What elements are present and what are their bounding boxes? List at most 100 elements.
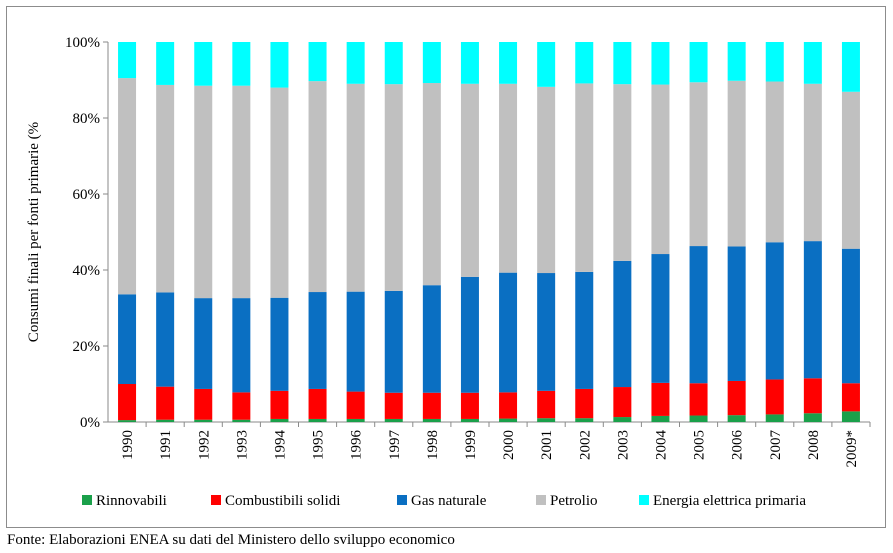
bar-segment [308,81,327,293]
bar-segment [384,42,403,85]
bar-segment [194,298,213,389]
y-tick-label: 80% [73,111,101,127]
x-tick-label: 1996 [349,430,365,461]
bar-segment [613,42,632,85]
bar-segment [613,260,632,388]
bar-segment [499,272,518,393]
bar-segment [537,418,556,422]
y-tick-label: 60% [73,187,101,203]
bar-segment [422,83,441,286]
legend-swatch [639,495,649,505]
x-tick-label: 2009* [844,430,860,468]
bar-segment [384,392,403,419]
bar-segment [727,246,746,381]
bar-segment [765,242,784,380]
bar-segment [460,276,479,393]
bar-segment [384,290,403,393]
bar-segment [308,292,327,389]
x-tick-label: 2003 [615,430,631,460]
bar-segment [194,85,213,299]
bar-segment [651,84,670,255]
bar-segment [613,417,632,422]
legend-swatch [536,495,546,505]
x-tick-label: 2007 [768,430,784,461]
x-tick-label: 2000 [501,430,517,460]
x-tick-label: 2006 [730,430,746,461]
bar-segment [803,241,822,379]
bar-segment [270,42,289,88]
bar-segment [194,419,213,422]
x-tick-label: 2001 [539,430,555,460]
bar-segment [803,83,822,242]
bar-segment [765,42,784,82]
bar-segment [727,380,746,416]
bar-segment [346,418,365,422]
bar-segment [841,91,860,249]
bar-segment [422,285,441,393]
bar-segment [841,248,860,384]
x-tick-label: 1995 [311,430,327,460]
bar-segment [499,83,518,273]
bar-segment [575,271,594,389]
bar-segment [156,42,175,85]
bar-segment [727,42,746,81]
bar-segment [232,392,251,420]
bar-segment [499,42,518,84]
legend-label: Petrolio [550,493,598,509]
bar-segment [118,294,137,384]
bar-segment [422,42,441,84]
bar-segment [613,387,632,418]
bar-segment [689,82,708,247]
bar-segment [575,42,594,84]
bar-segment [841,411,860,422]
bar-segment [270,390,289,419]
x-tick-label: 1999 [463,430,479,460]
legend-label: Rinnovabili [96,493,167,509]
legend-label: Gas naturale [411,493,487,509]
bar-segment [651,415,670,422]
bar-segment [537,273,556,391]
bar-segment [651,382,670,416]
bar-segment [384,418,403,422]
x-tick-label: 1994 [272,430,288,461]
bar-segment [803,378,822,414]
x-tick-label: 1991 [158,430,174,460]
bar-segment [346,83,365,292]
bar-segment [118,420,137,422]
bar-segment [118,42,137,79]
bar-segment [651,42,670,85]
y-tick-label: 20% [73,339,101,355]
bar-segment [270,87,289,298]
y-axis-title: Consumi finali per fonti primarie (% [26,122,42,342]
x-tick-label: 2002 [577,430,593,460]
bar-segment [156,419,175,422]
bar-segment [232,42,251,86]
x-tick-label: 2004 [653,430,669,461]
bar-segment [156,84,175,293]
bar-segment [384,84,403,291]
bar-segment [422,418,441,422]
bar-segment [537,42,556,87]
x-tick-label: 1997 [387,430,403,461]
bar-segment [118,78,137,295]
legend-swatch [211,495,221,505]
bar-segment [689,42,708,83]
legend-label: Combustibili solidi [225,493,340,509]
bar-segment [499,392,518,419]
bar-segment [118,384,137,421]
bar-segment [270,297,289,391]
legend-label: Energia elettrica primaria [653,493,806,509]
x-tick-label: 2005 [692,430,708,460]
bar-segment [346,391,365,419]
bar-segment [422,392,441,419]
bar-segment [156,292,175,387]
bar-segment [651,254,670,383]
bar-segment [765,414,784,422]
bar-segment [346,291,365,392]
bar-segment [537,390,556,419]
y-tick-label: 40% [73,263,101,279]
bar-segment [727,80,746,247]
bar-segment [232,419,251,422]
legend-swatch [397,495,407,505]
